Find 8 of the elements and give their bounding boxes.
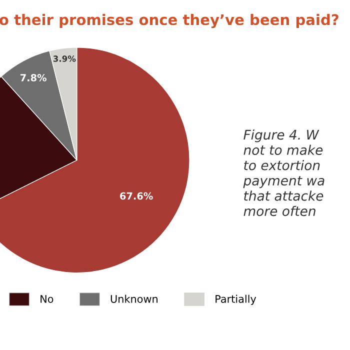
data-label: 3.9% [53, 56, 76, 62]
legend-label: Unknown [110, 294, 158, 303]
legend-label: Partially [216, 294, 256, 305]
caption: Figure 4. W not to make to extortion payment wa that attacke more often [243, 130, 324, 216]
legend-label: No [40, 295, 54, 303]
chart-title: o their promises once they’ve been paid? [0, 14, 338, 28]
data-label: 7.8% [20, 74, 46, 82]
data-label: 67.6% [120, 192, 153, 200]
